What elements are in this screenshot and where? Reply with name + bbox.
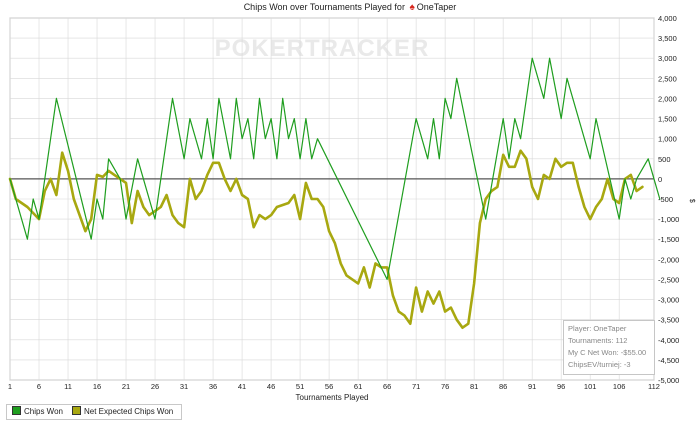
player-info-box: Player: OneTaper Tournaments: 112 My C N… [563,320,655,375]
y-tick-label: 1,000 [658,135,677,144]
y-tick-label: 2,500 [658,74,677,83]
x-tick-label: 16 [93,382,101,391]
x-tick-label: 66 [383,382,391,391]
legend-swatch-net-expected [72,406,81,415]
info-chips-ev: ChipsEV/turniej: -3 [568,360,631,369]
x-tick-label: 51 [296,382,304,391]
legend-label-chips-won: Chips Won [24,407,63,416]
x-tick-label: 21 [122,382,130,391]
info-player: Player: OneTaper [568,324,627,333]
axis-layer: 4,000 3,500 3,000 2,500 2,000 1,500 1,000 500 0 -… [8,14,695,402]
x-tick-label: 96 [557,382,565,391]
x-tick-label: 91 [528,382,536,391]
series-layer [8,57,661,330]
x-tick-label: 76 [441,382,449,391]
y-tick-label: -1,500 [658,235,679,244]
y-tick-label: 4,000 [658,14,677,23]
y-tick-label: -3,000 [658,296,679,305]
x-tick-label: 26 [151,382,159,391]
series-line-net-expected [8,149,644,330]
chart-title-player: OneTaper [416,2,457,12]
x-tick-label: 86 [499,382,507,391]
x-tick-label: 31 [180,382,188,391]
chart-title: Chips Won over Tournaments Played for ♠ O… [0,2,700,13]
y-tick-label: 500 [658,155,671,164]
legend-swatch-chips-won [12,406,21,415]
legend-item-chips-won[interactable]: Chips Won [12,406,63,416]
x-tick-label: 56 [325,382,333,391]
x-tick-label: 106 [613,382,626,391]
legend-box [6,404,182,420]
x-tick-label: 1 [8,382,12,391]
watermark-text: POKERTRACKER [215,35,430,62]
info-net-won: My C Net Won: -$55.00 [568,348,647,357]
y-tick-label: -5,000 [658,376,679,385]
x-tick-label: 61 [354,382,362,391]
legend-item-net-expected[interactable]: Net Expected Chips Won [72,406,173,416]
y-tick-label: 0 [658,175,662,184]
y-tick-label: 3,500 [658,34,677,43]
legend-label-net-expected: Net Expected Chips Won [84,407,174,416]
y-tick-label: -1,000 [658,215,679,224]
x-tick-label: 36 [209,382,217,391]
x-tick-label: 11 [64,382,72,391]
x-tick-label: 81 [470,382,478,391]
y-tick-label: 1,500 [658,115,677,124]
info-tournaments: Tournaments: 112 [568,336,628,345]
x-tick-label: 71 [412,382,420,391]
x-tick-label: 46 [267,382,275,391]
x-tick-label: 112 [648,382,660,391]
x-tick-label: 6 [37,382,41,391]
y-tick-label: 3,000 [658,54,677,63]
x-tick-label: 101 [584,382,597,391]
chart-title-prefix: Chips Won over Tournaments Played for [243,2,405,12]
y-tick-label: -2,000 [658,255,679,264]
y-tick-label: -4,000 [658,336,679,345]
y-tick-label: -2,500 [658,275,679,284]
x-tick-label: 41 [238,382,246,391]
y-tick-label: -500 [658,195,673,204]
series-line-chips-won [9,57,661,280]
y-tick-label: -3,500 [658,316,679,325]
spade-icon: ♠ [409,2,415,13]
y-tick-label: 2,000 [658,94,677,103]
y-axis-unit: $ [688,199,695,203]
y-tick-label: -4,500 [658,356,679,365]
x-axis-title: Tournaments Played [296,393,369,402]
